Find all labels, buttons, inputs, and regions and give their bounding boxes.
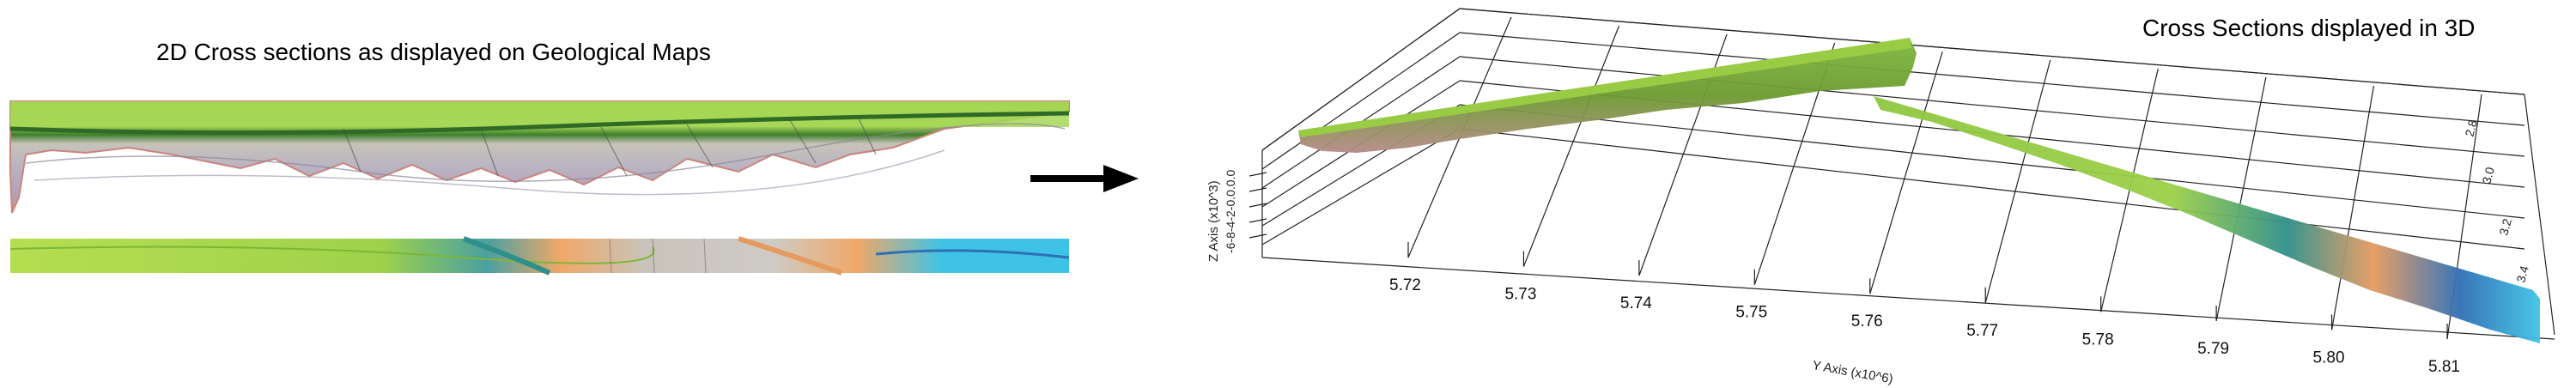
grid-line: [1522, 25, 1620, 267]
z-tick-mark: [1249, 233, 1267, 239]
grid-line: [1261, 8, 1461, 151]
y-axis-tick-label: 5.77: [1966, 322, 1998, 340]
grid-line: [1984, 59, 2051, 303]
z-axis-tick-overlap: -6-8-4-2-0.0.0.0: [1224, 170, 1237, 253]
z-tick-mark: [1249, 218, 1267, 223]
x-side-tick: 3.0: [2479, 166, 2497, 185]
z-tick-mark: [1249, 203, 1267, 208]
x-side-tick: 3.2: [2496, 217, 2514, 237]
y-axis-tick-label: 5.74: [1620, 294, 1652, 312]
y-axis-tick-label: 5.73: [1504, 286, 1536, 304]
x-side-tick: 2.8: [2462, 118, 2480, 138]
y-axis-ticks: 5.72 5.73 5.74 5.75 5.76 5.77 5.78 5.79 5.80 5.81: [1389, 276, 2460, 376]
cross-section-2d-lower: [9, 236, 1070, 276]
y-axis-label: Y Axis (x10^6): [1811, 358, 1894, 386]
y-axis-tick-label: 5.72: [1389, 276, 1421, 294]
grid-line: [1459, 32, 2525, 126]
grid-line: [1261, 32, 1461, 170]
grid-line: [2330, 85, 2375, 330]
right-arrow-icon: [1030, 165, 1139, 192]
y-axis-tick-label: 5.78: [2082, 330, 2114, 349]
right-panel-title: Cross Sections displayed in 3D: [2142, 15, 2476, 41]
grid-line: [1261, 128, 1461, 246]
z-tick-mark: [1249, 172, 1267, 177]
grid-line: [2215, 76, 2267, 322]
box-edge: [1261, 257, 2555, 340]
cross-section-3d-upper: [1298, 38, 1917, 153]
x-axis-side-ticks: 2.8 3.0 3.2 3.4: [2462, 118, 2531, 284]
grid-line: [1459, 8, 2525, 95]
y-axis-tick-label: 5.76: [1851, 312, 1883, 330]
z-axis-label: Z Axis (x10^3): [1206, 180, 1221, 262]
box-edge: [2524, 94, 2555, 336]
left-panel-title: 2D Cross sections as displayed on Geolog…: [156, 39, 711, 65]
y-axis-tick-label: 5.79: [2197, 340, 2229, 358]
grid-line: [1459, 128, 2525, 250]
grid-line: [1459, 56, 2525, 157]
cross-section-2d-upper: [9, 100, 1070, 214]
z-tick-mark: [1249, 187, 1267, 192]
y-axis-tick-label: 5.81: [2428, 358, 2460, 376]
x-side-tick: 3.4: [2513, 264, 2531, 284]
y-axis-tick-label: 5.75: [1735, 304, 1767, 322]
grid-line: [1869, 51, 1943, 294]
y-axis-tick-label: 5.80: [2313, 349, 2345, 367]
grid-line: [1459, 104, 2525, 219]
cross-section-3d-lower: [1874, 96, 2540, 343]
